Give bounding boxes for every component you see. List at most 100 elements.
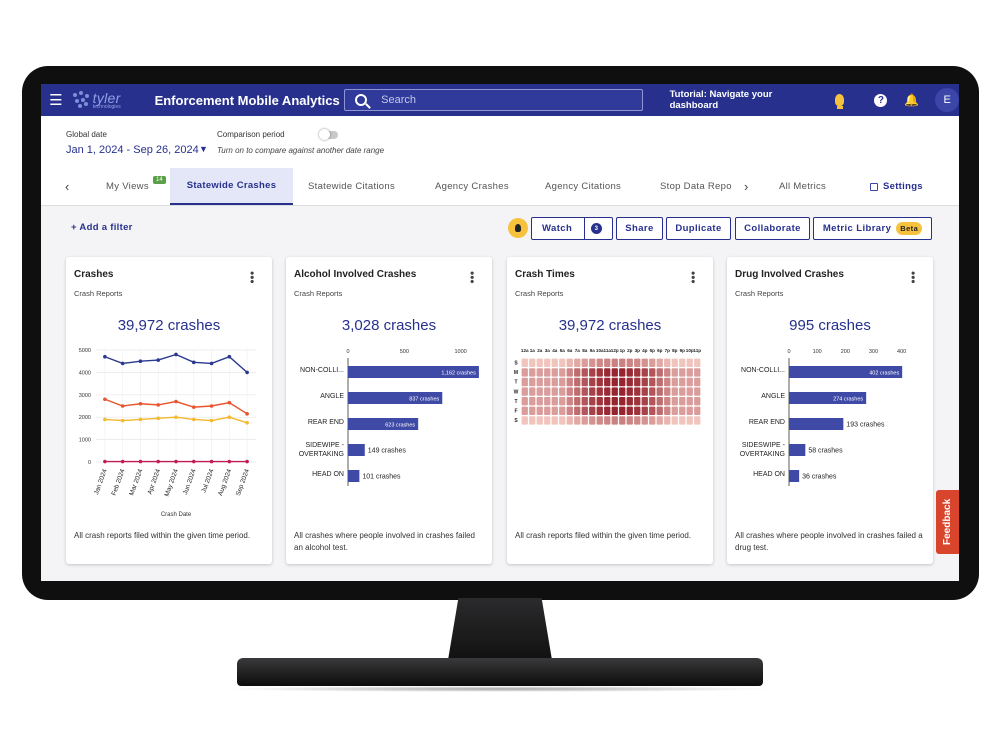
heat-cell	[694, 387, 701, 396]
hour-label: 9a	[590, 348, 596, 353]
comparison-hint: Turn on to compare against another date …	[217, 146, 385, 155]
bulb-icon[interactable]	[834, 94, 845, 109]
heat-cell	[686, 406, 693, 415]
data-point	[227, 415, 232, 419]
card-subtitle: Crash Reports	[735, 289, 784, 298]
hour-label: 12a	[521, 348, 529, 353]
data-point	[227, 400, 232, 405]
duplicate-button[interactable]: Duplicate	[666, 217, 731, 240]
tab-bar: ‹ My Views 14 Statewide Crashes Statewid…	[41, 168, 959, 206]
hour-label: 11a	[604, 348, 612, 353]
card-metric: 39,972 crashes	[117, 317, 221, 334]
more-options-icon[interactable]: •••	[465, 271, 479, 284]
heat-cell	[529, 406, 536, 415]
watch-button[interactable]: Watch 3	[531, 217, 613, 240]
heat-cell	[604, 368, 611, 377]
heat-cell	[589, 406, 596, 415]
feedback-tab[interactable]: Feedback	[936, 490, 959, 554]
heat-cell	[536, 377, 543, 387]
add-filter-button[interactable]: + Add a filter	[71, 222, 133, 233]
card-title: Crash Times	[515, 269, 575, 280]
heat-cell	[694, 377, 701, 387]
y-tick-label: 3000	[79, 393, 91, 399]
data-point	[103, 459, 107, 464]
heat-cell	[626, 377, 633, 387]
heat-cell	[619, 387, 626, 396]
data-point	[174, 352, 178, 357]
logo-wordmark: tyler	[92, 89, 121, 106]
tip-bulb-icon[interactable]	[508, 218, 528, 238]
heat-cell	[694, 368, 701, 377]
settings-link[interactable]: Settings	[870, 168, 923, 205]
heat-cell	[694, 406, 701, 415]
heat-cell	[626, 416, 633, 425]
bar	[348, 366, 479, 378]
tab-agency-citations[interactable]: Agency Citations	[545, 181, 622, 192]
card-footer: All crash reports filed within the given…	[74, 531, 251, 540]
more-options-icon[interactable]: •••	[245, 271, 259, 284]
day-label: F	[514, 409, 517, 415]
data-point	[138, 417, 143, 422]
heat-cell	[664, 368, 671, 377]
bell-icon[interactable]: 🔔	[904, 93, 920, 107]
tab-agency-crashes[interactable]: Agency Crashes	[435, 181, 509, 192]
all-metrics-link[interactable]: All Metrics	[779, 181, 827, 192]
heat-cell	[671, 377, 678, 387]
heat-cell	[619, 377, 626, 387]
card-crashes[interactable]: Crashes Crash Reports ••• 39,972 crashes…	[66, 257, 272, 564]
avatar[interactable]: E	[935, 88, 959, 112]
chevron-down-icon[interactable]: ▼	[199, 144, 208, 154]
collaborate-button[interactable]: Collaborate	[735, 217, 810, 240]
heat-cell	[641, 358, 648, 367]
comparison-toggle[interactable]	[319, 129, 338, 140]
chevron-left-icon[interactable]: ‹	[65, 179, 70, 194]
more-options-icon[interactable]: •••	[686, 271, 700, 284]
tab-my-views[interactable]: My Views	[106, 181, 149, 192]
heat-cell	[581, 377, 588, 387]
heat-cell	[559, 358, 566, 367]
more-options-icon[interactable]: •••	[906, 271, 920, 284]
settings-icon	[870, 182, 878, 191]
data-point	[245, 412, 249, 416]
hour-label: 10p	[686, 348, 694, 353]
share-button[interactable]: Share	[616, 217, 663, 240]
hour-label: 2p	[627, 348, 633, 353]
app-screen: ☰ tyler technologies Enforcement Mobile …	[41, 84, 959, 581]
heat-cell	[634, 368, 641, 377]
card-crash-times[interactable]: Crash Times Crash Reports ••• 39,972 cra…	[507, 257, 713, 564]
app-title: Enforcement Mobile Analytics	[154, 92, 340, 108]
heat-cell	[641, 397, 648, 406]
card-metric: 3,028 crashes	[341, 317, 437, 334]
heat-cell	[679, 368, 686, 377]
chevron-right-icon[interactable]: ›	[744, 179, 749, 194]
help-icon[interactable]: ?	[874, 93, 888, 107]
heat-cell	[656, 358, 663, 367]
heat-cell	[626, 397, 633, 406]
card-drug-crashes[interactable]: Drug Involved Crashes Crash Reports ••• …	[727, 257, 933, 564]
bar	[789, 470, 800, 482]
heat-cell	[626, 387, 633, 396]
bar	[789, 418, 844, 430]
metric-library-button[interactable]: Metric Library Beta	[813, 217, 932, 240]
heat-cell	[679, 416, 686, 425]
search-input[interactable]	[381, 94, 632, 106]
metric-library-label: Metric Library	[822, 223, 892, 234]
tutorial-link[interactable]: Tutorial: Navigate your dashboard	[669, 89, 773, 111]
heat-cell	[686, 397, 693, 406]
heat-cell	[559, 406, 566, 415]
heat-cell	[551, 358, 558, 367]
menu-icon[interactable]: ☰	[49, 92, 63, 109]
drug-bar-chart: 0 100 200 300 400 NON-COLLI... 402 crashes ANGL…	[740, 349, 906, 486]
hour-label: 7p	[665, 348, 671, 353]
heat-cell	[679, 387, 686, 396]
heat-cell	[656, 406, 663, 415]
tab-stop-data[interactable]: Stop Data Repo	[660, 181, 732, 192]
search-box[interactable]	[344, 89, 643, 111]
tab-statewide-crashes[interactable]: Statewide Crashes	[170, 168, 293, 205]
tab-statewide-citations[interactable]: Statewide Citations	[308, 181, 396, 192]
x-tick-label: Apr 2024	[146, 468, 162, 496]
category-label: SIDEWIPE -	[305, 442, 344, 449]
global-date-value[interactable]: Jan 1, 2024 - Sep 26, 2024	[66, 144, 199, 156]
card-alcohol-crashes[interactable]: Alcohol Involved Crashes Crash Reports •…	[286, 257, 492, 564]
hour-label: 8p	[672, 348, 678, 353]
